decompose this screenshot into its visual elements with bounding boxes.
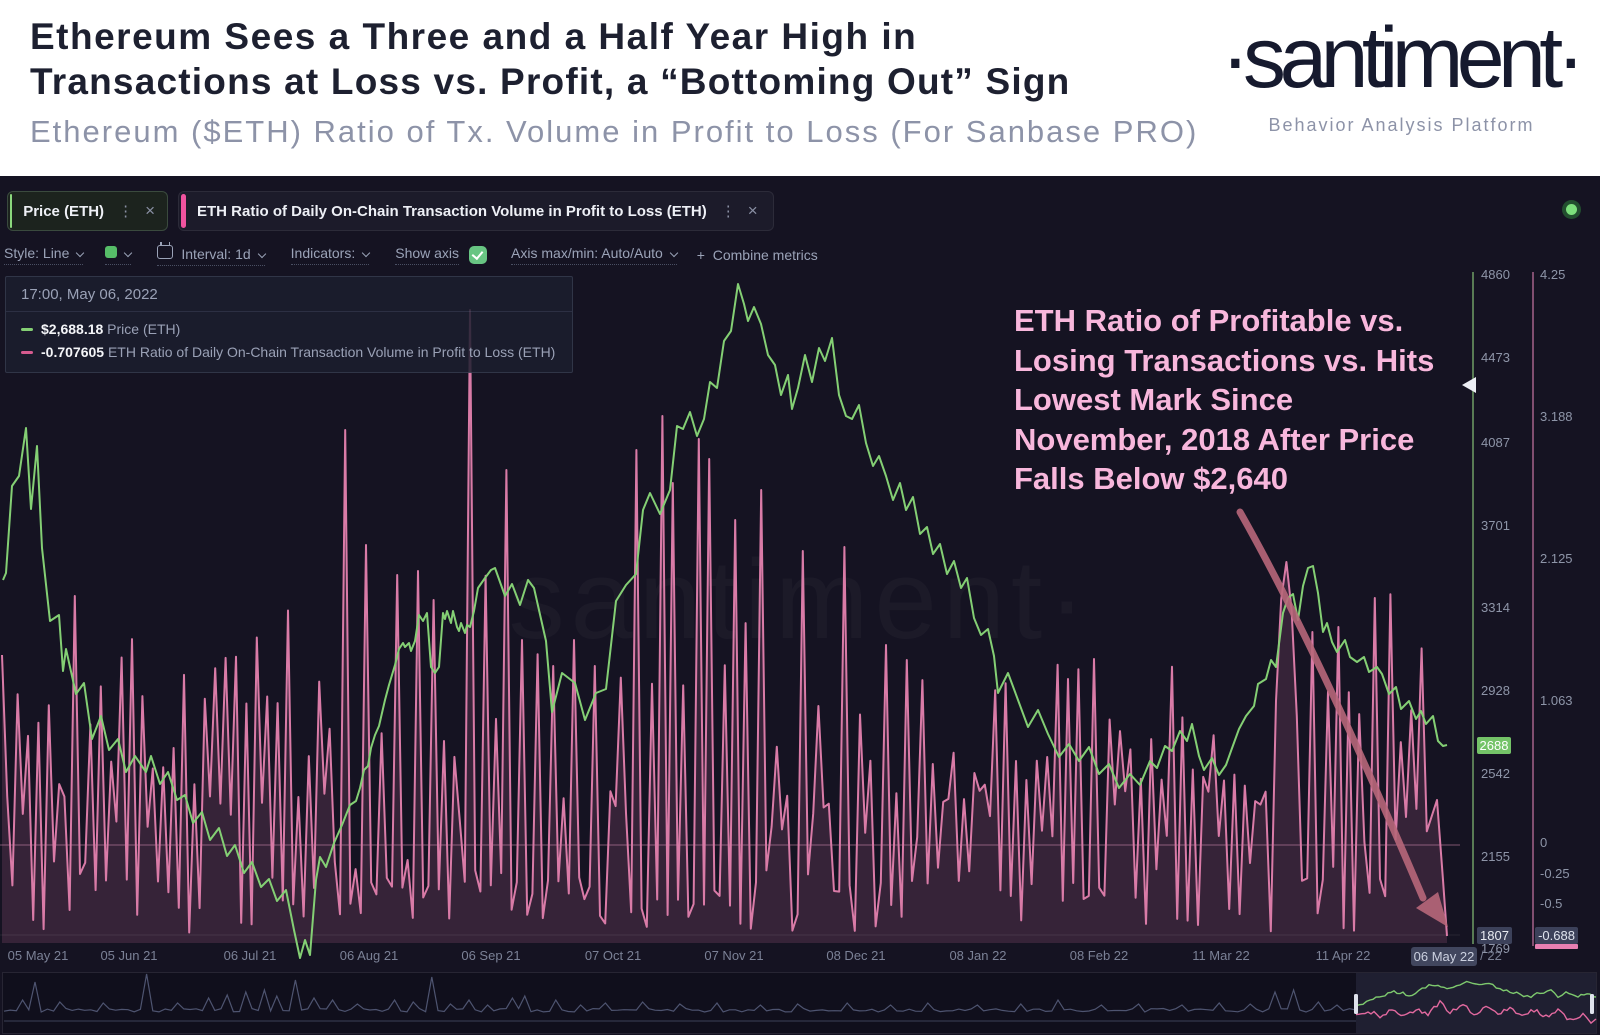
svg-text:santiment·: santiment· — [509, 537, 1092, 662]
